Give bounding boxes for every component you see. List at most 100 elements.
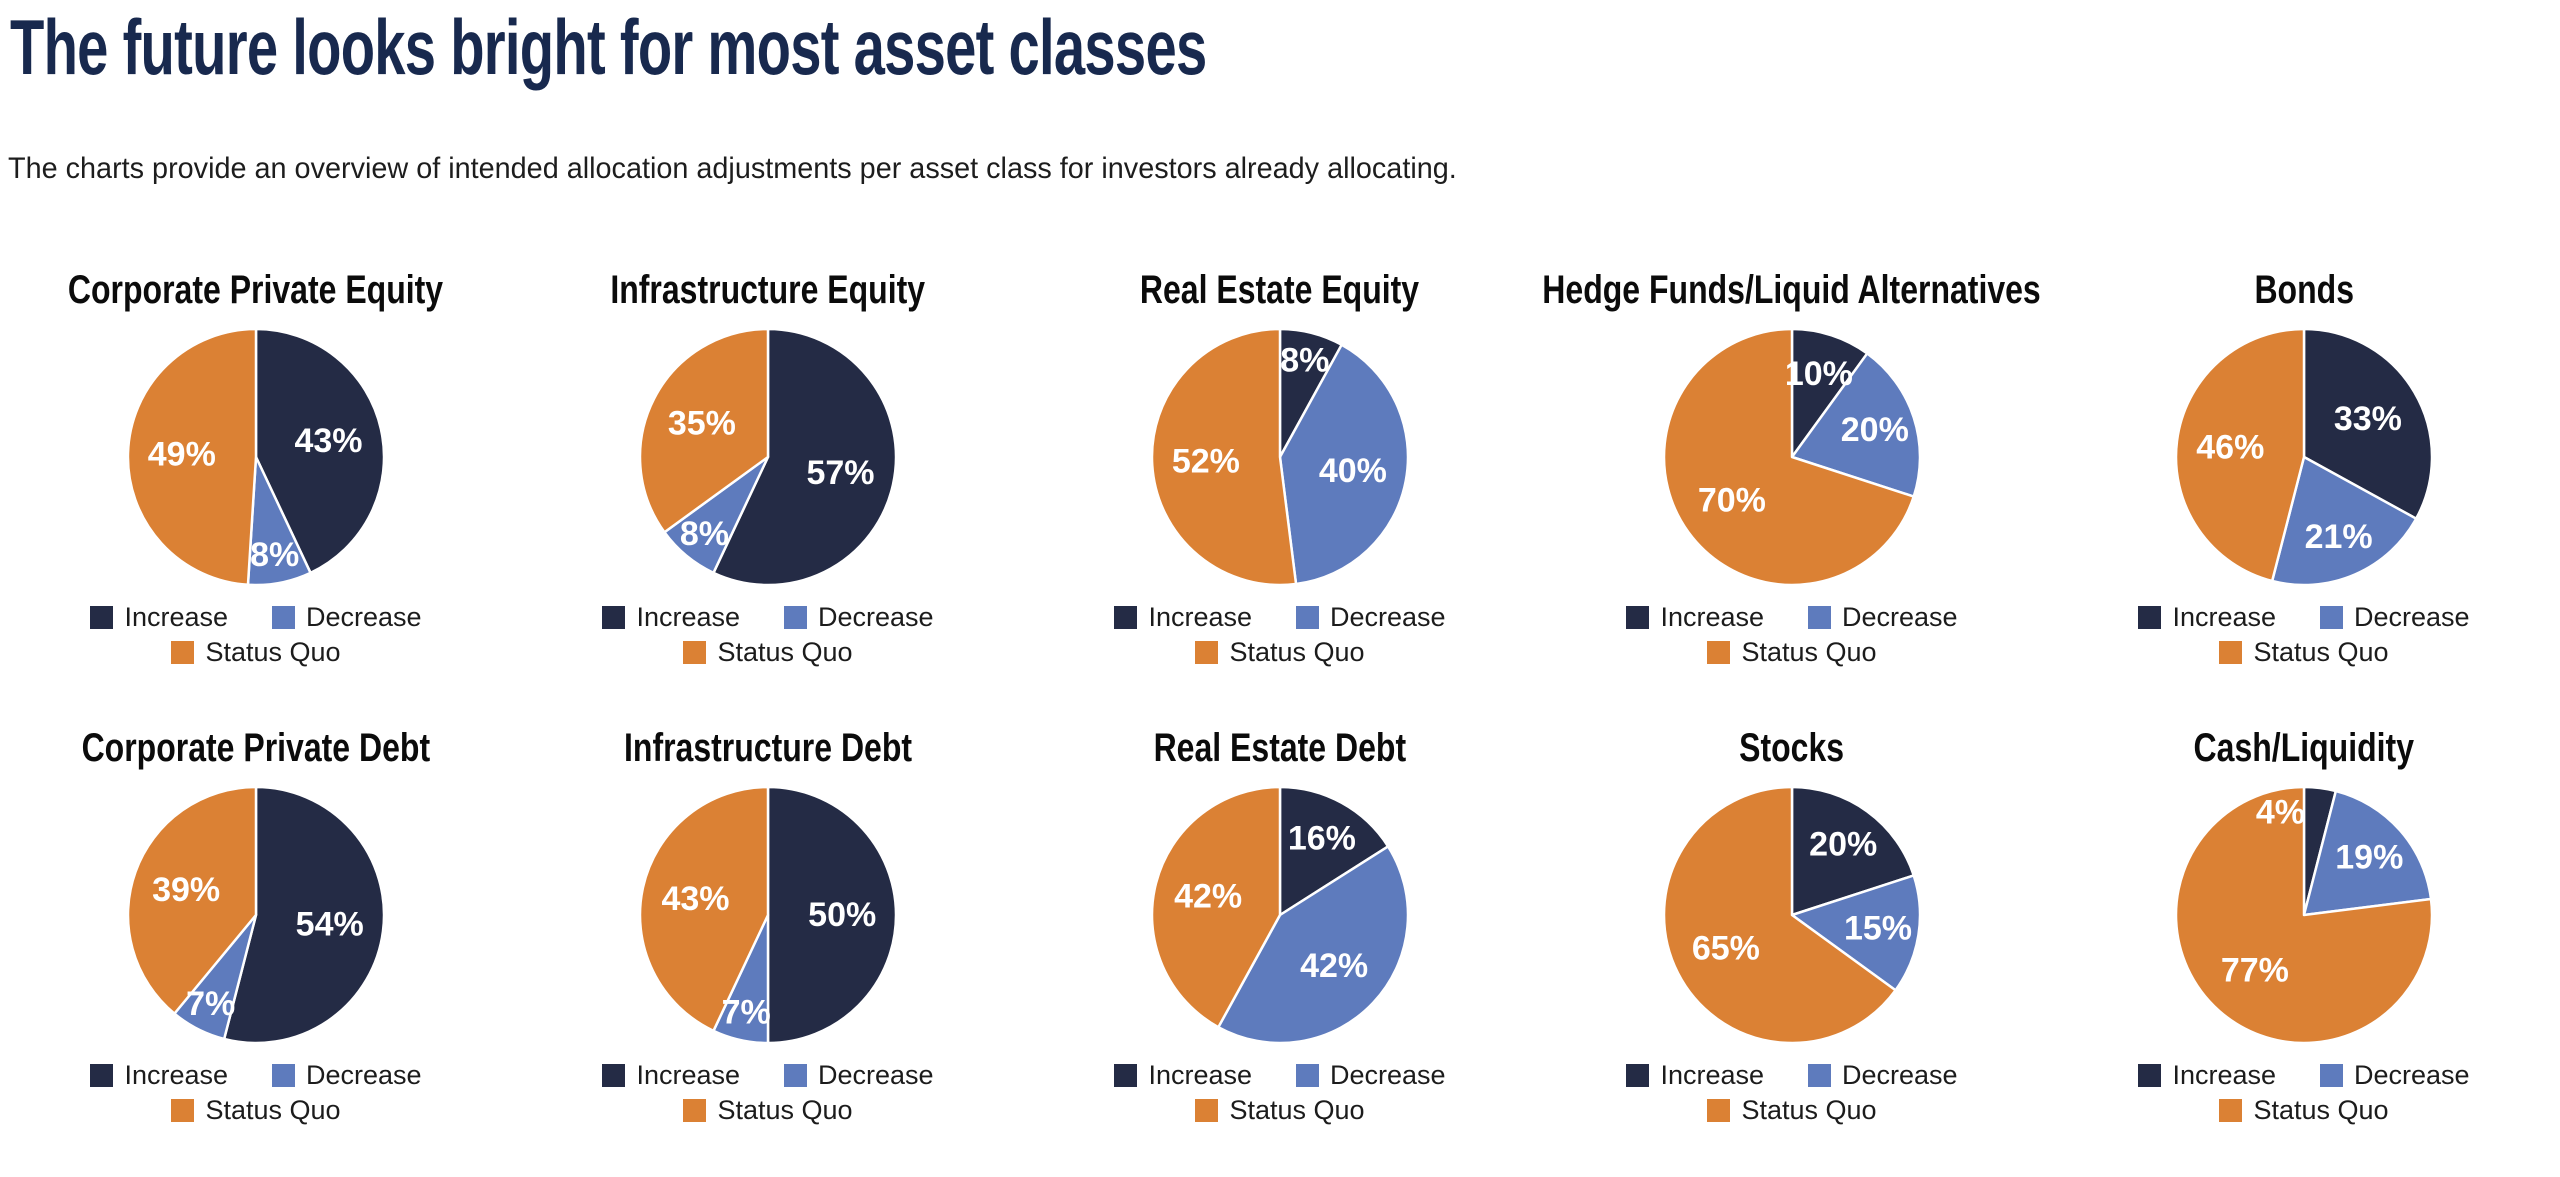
pie-value-label-status-quo: 70%	[1698, 482, 1766, 520]
legend-label: Decrease	[1842, 1060, 1958, 1090]
chart-title: Real Estate Debt	[1153, 726, 1407, 770]
chart-legend: Increase Decrease Status Quo	[1626, 602, 1958, 668]
legend-label: Decrease	[306, 602, 422, 632]
legend-label: Increase	[124, 1060, 228, 1090]
chart-title: Stocks	[1739, 726, 1845, 770]
legend-swatch-decrease	[1808, 606, 1831, 630]
legend-row: Increase Decrease	[1114, 1060, 1446, 1091]
pie-value-label-increase: 16%	[1288, 820, 1356, 858]
legend-item-status-quo: Status Quo	[1707, 637, 1877, 668]
pie-slice-decrease	[1790, 352, 1922, 498]
legend-swatch-decrease	[784, 1064, 807, 1088]
legend-swatch-increase	[90, 1064, 114, 1088]
legend-row: Status Quo	[1195, 1095, 1365, 1126]
legend-swatch-status-quo	[1707, 1099, 1731, 1123]
legend-label: Status Quo	[1229, 1095, 1365, 1126]
pie-slice-increase	[254, 327, 386, 575]
pie-real-estate-equity: 8% 40% 52%	[1150, 327, 1410, 587]
legend-item-decrease: Decrease	[272, 1060, 422, 1091]
legend-swatch-decrease	[272, 606, 295, 630]
pie-chart-infrastructure-equity: Infrastructure Equity 57% 8% 35% Increase Dec…	[512, 262, 1024, 720]
legend-label: Decrease	[306, 1060, 422, 1090]
pie-corporate-private-equity: 43% 8% 49%	[126, 327, 386, 587]
legend-label: Status Quo	[1741, 1095, 1877, 1126]
pie-chart-bonds: Bonds 33% 21% 46% Increase Decrease Status Quo	[2048, 262, 2560, 720]
legend-item-status-quo: Status Quo	[1707, 1095, 1877, 1126]
legend-swatch-decrease	[2320, 1064, 2343, 1088]
legend-item-increase: Increase	[90, 602, 228, 633]
pie-slice-decrease	[2302, 789, 2433, 917]
legend-item-status-quo: Status Quo	[683, 637, 853, 668]
legend-swatch-status-quo	[683, 641, 707, 665]
legend-row: Status Quo	[1195, 637, 1365, 668]
pie-value-label-status-quo: 35%	[668, 404, 736, 442]
legend-swatch-increase	[2138, 1064, 2162, 1088]
legend-label: Status Quo	[205, 637, 341, 668]
legend-item-status-quo: Status Quo	[2219, 637, 2389, 668]
pie-slice-increase	[2302, 327, 2434, 520]
legend-swatch-increase	[1114, 1064, 1138, 1088]
legend-item-decrease: Decrease	[1296, 602, 1446, 633]
legend-label: Increase	[2172, 1060, 2276, 1090]
legend-label: Decrease	[818, 1060, 934, 1090]
legend-swatch-status-quo	[1195, 641, 1219, 665]
pie-value-label-status-quo: 39%	[152, 871, 220, 909]
pie-value-label-increase: 43%	[294, 422, 362, 460]
legend-row: Increase Decrease	[602, 1060, 934, 1091]
chart-title: Infrastructure Equity	[610, 268, 926, 312]
chart-title: Infrastructure Debt	[623, 726, 913, 770]
pie-slice-increase	[1790, 327, 1869, 459]
legend-row: Status Quo	[1707, 637, 1877, 668]
pie-value-label-increase: 20%	[1809, 826, 1877, 864]
legend-row: Increase Decrease	[1114, 602, 1446, 633]
legend-item-status-quo: Status Quo	[171, 1095, 341, 1126]
legend-label: Increase	[636, 602, 740, 632]
pie-chart-hedge-funds-liquid-alternatives: Hedge Funds/Liquid Alternatives 10% 20% 70%…	[1536, 262, 2048, 720]
legend-item-status-quo: Status Quo	[171, 637, 341, 668]
legend-item-decrease: Decrease	[1808, 1060, 1958, 1091]
legend-swatch-increase	[602, 1064, 626, 1088]
legend-row: Increase Decrease	[2138, 1060, 2470, 1091]
legend-item-status-quo: Status Quo	[1195, 1095, 1365, 1126]
pie-slice-status-quo	[126, 327, 258, 586]
pie-value-label-status-quo: 42%	[1174, 878, 1242, 916]
pie-value-label-status-quo: 49%	[148, 436, 216, 474]
legend-item-increase: Increase	[602, 1060, 740, 1091]
legend-item-decrease: Decrease	[784, 1060, 934, 1091]
legend-row: Increase Decrease	[1626, 1060, 1958, 1091]
pie-value-label-increase: 57%	[806, 454, 874, 492]
legend-swatch-decrease	[1296, 1064, 1319, 1088]
legend-item-decrease: Decrease	[272, 602, 422, 633]
legend-swatch-decrease	[1808, 1064, 1831, 1088]
legend-item-decrease: Decrease	[1296, 1060, 1446, 1091]
legend-label: Decrease	[818, 602, 934, 632]
legend-item-increase: Increase	[1626, 1060, 1764, 1091]
legend-item-decrease: Decrease	[1808, 602, 1958, 633]
pie-chart-corporate-private-equity: Corporate Private Equity 43% 8% 49% Increase…	[0, 262, 512, 720]
legend-item-increase: Increase	[1114, 602, 1252, 633]
chart-title: Corporate Private Equity	[68, 268, 444, 312]
legend-label: Decrease	[2354, 1060, 2470, 1090]
legend-item-decrease: Decrease	[2320, 1060, 2470, 1091]
pie-slice-status-quo	[638, 327, 770, 534]
pie-value-label-decrease: 8%	[250, 536, 299, 574]
legend-swatch-status-quo	[683, 1099, 707, 1123]
chart-title: Corporate Private Debt	[81, 726, 431, 770]
pie-chart-real-estate-debt: Real Estate Debt 16% 42% 42% Increase Decreas…	[1024, 720, 1536, 1177]
pie-value-label-increase: 4%	[2256, 794, 2305, 832]
legend-item-increase: Increase	[2138, 602, 2276, 633]
legend-label: Decrease	[1842, 602, 1958, 632]
legend-label: Decrease	[2354, 602, 2470, 632]
pie-slice-increase	[766, 785, 898, 1045]
pie-slice-decrease	[1217, 845, 1410, 1045]
legend-swatch-status-quo	[1195, 1099, 1219, 1123]
legend-item-increase: Increase	[90, 1060, 228, 1091]
legend-row: Increase Decrease	[1626, 602, 1958, 633]
legend-row: Increase Decrease	[2138, 602, 2470, 633]
pie-value-label-status-quo: 46%	[2196, 429, 2264, 467]
legend-label: Increase	[124, 602, 228, 632]
pie-bonds: 33% 21% 46%	[2174, 327, 2434, 587]
legend-label: Status Quo	[717, 1095, 853, 1126]
pie-value-label-decrease: 20%	[1841, 411, 1909, 449]
chart-title: Hedge Funds/Liquid Alternatives	[1542, 268, 2042, 312]
